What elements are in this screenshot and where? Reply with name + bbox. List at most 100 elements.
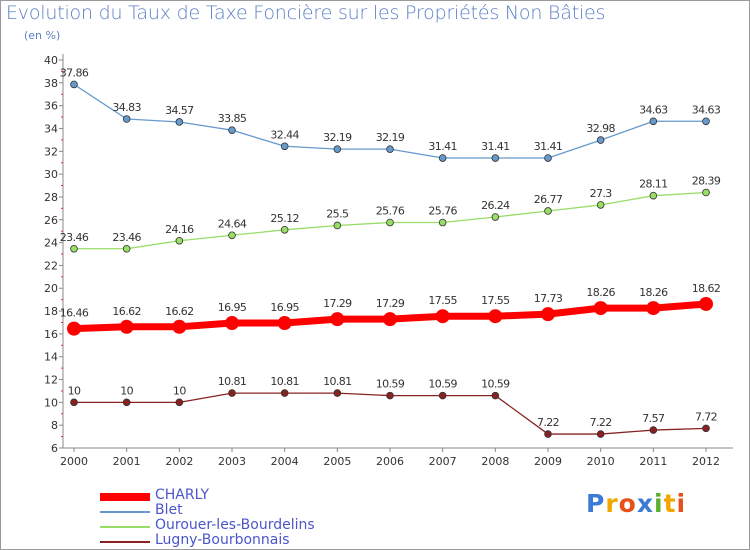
data-point: [67, 321, 81, 336]
data-label: 10: [68, 384, 81, 397]
x-tick-label: 2004: [271, 455, 299, 468]
data-label: 17.55: [481, 294, 510, 307]
data-label: 33.85: [218, 112, 247, 125]
data-label: 10: [173, 384, 186, 397]
data-label: 16.62: [112, 305, 141, 318]
data-point: [386, 218, 394, 227]
legend-swatch: [100, 511, 150, 513]
legend-swatch: [100, 493, 150, 501]
data-point: [333, 389, 342, 397]
data-label: 16.46: [60, 307, 89, 320]
x-tick-label: 2008: [481, 455, 509, 468]
data-point: [122, 115, 131, 123]
data-point: [491, 154, 500, 162]
data-point: [699, 296, 713, 311]
data-label: 26.77: [534, 193, 563, 206]
data-label: 32.19: [376, 131, 405, 144]
data-label: 10.59: [376, 378, 405, 391]
x-tick-label: 2007: [429, 455, 457, 468]
data-label: 18.26: [586, 286, 615, 299]
x-tick-label: 2006: [376, 455, 404, 468]
data-label: 34.63: [639, 103, 668, 116]
data-point: [702, 117, 710, 126]
data-point: [70, 244, 78, 253]
legend-label: CHARLY: [155, 487, 210, 503]
data-label: 16.95: [218, 301, 247, 314]
legend-swatch: [100, 541, 150, 543]
data-label: 23.46: [60, 231, 89, 244]
data-point: [228, 231, 236, 240]
data-label: 23.46: [112, 231, 141, 244]
y-tick-label: 16: [44, 328, 58, 341]
data-point: [649, 117, 658, 126]
data-label: 7.22: [590, 416, 612, 429]
y-tick-label: 40: [44, 54, 58, 67]
y-tick-label: 38: [44, 77, 58, 90]
logo-letter: i: [654, 489, 664, 518]
data-label: 10: [120, 384, 133, 397]
data-point: [386, 391, 394, 400]
data-label: 34.63: [692, 103, 721, 116]
data-point: [702, 424, 710, 433]
data-label: 7.57: [642, 412, 665, 425]
data-point: [593, 301, 608, 316]
data-point: [544, 154, 552, 162]
data-label: 10.81: [270, 375, 299, 388]
data-label: 34.83: [112, 101, 141, 114]
data-point: [646, 301, 661, 316]
unit-label: (en %): [24, 29, 61, 42]
data-label: 10.81: [218, 375, 247, 388]
data-point: [438, 391, 447, 400]
data-point: [596, 430, 605, 438]
data-label: 25.76: [428, 205, 457, 218]
data-label: 27.3: [590, 187, 613, 200]
data-point: [488, 309, 503, 324]
data-point: [330, 312, 345, 327]
data-point: [228, 126, 236, 134]
data-point: [491, 391, 500, 400]
data-point: [333, 145, 342, 153]
legend-swatch: [100, 526, 150, 528]
data-label: 34.57: [165, 104, 194, 117]
data-label: 16.62: [165, 305, 194, 318]
logo-letter: r: [605, 489, 619, 518]
logo-letter: P: [586, 489, 606, 518]
data-point: [277, 316, 292, 331]
x-tick-label: 2012: [692, 455, 720, 468]
x-tick-label: 2003: [218, 455, 246, 468]
data-label: 37.86: [60, 66, 89, 79]
data-label: 10.81: [323, 375, 352, 388]
data-point: [122, 398, 131, 407]
x-tick-label: 2005: [323, 455, 351, 468]
x-tick-label: 2010: [587, 455, 615, 468]
data-point: [541, 307, 555, 322]
data-point: [702, 188, 710, 197]
data-point: [596, 201, 605, 209]
logo-letter: i: [676, 489, 687, 518]
data-label: 18.26: [639, 286, 668, 299]
x-tick-label: 2001: [113, 455, 141, 468]
data-label: 17.29: [376, 297, 405, 310]
data-label: 31.41: [481, 140, 510, 153]
data-point: [122, 244, 131, 253]
y-tick-label: 22: [44, 259, 58, 272]
data-point: [491, 213, 500, 221]
y-tick-label: 28: [44, 191, 58, 204]
data-point: [172, 319, 187, 334]
data-point: [175, 236, 184, 245]
legend-label: Lugny-Bourbonnais: [155, 532, 290, 548]
data-label: 10.59: [481, 378, 510, 391]
data-label: 26.24: [481, 199, 510, 212]
data-point: [544, 207, 552, 215]
logo-letter: t: [663, 489, 677, 518]
data-point: [280, 389, 289, 397]
data-label: 7.72: [695, 410, 717, 423]
data-label: 31.41: [534, 140, 563, 153]
legend-label: Ourouer-les-Bourdelins: [155, 517, 315, 533]
data-label: 32.98: [586, 122, 615, 135]
y-tick-label: 32: [44, 145, 58, 158]
proxiti-logo: Proxiti: [586, 489, 686, 518]
data-label: 31.41: [428, 140, 457, 153]
data-point: [175, 398, 184, 407]
